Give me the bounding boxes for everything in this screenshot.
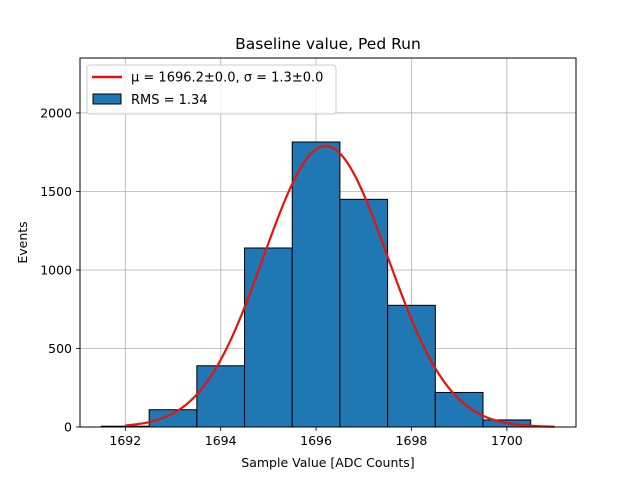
histogram-bar (244, 247, 293, 428)
legend-histogram-swatch (92, 93, 122, 105)
histogram-bar (196, 365, 246, 428)
x-tick-label: 1698 (396, 433, 428, 448)
legend-fit-label: μ = 1696.2±0.0, σ = 1.3±0.0 (131, 71, 323, 86)
x-tick-label: 1696 (300, 433, 332, 448)
y-tick-label: 500 (48, 341, 72, 356)
x-tick-label: 1692 (109, 433, 141, 448)
legend: μ = 1696.2±0.0, σ = 1.3±0.0 RMS = 1.34 (86, 64, 337, 115)
y-tick-label: 1500 (40, 184, 72, 199)
histogram-bar (339, 198, 389, 428)
y-tick-label: 1000 (40, 262, 72, 277)
histogram-bar (387, 304, 436, 428)
legend-box (86, 64, 337, 115)
x-axis-ticks: 1692 1694 1696 1698 1700 (109, 427, 523, 448)
y-tick-label: 0 (64, 420, 72, 435)
histogram-bar (434, 391, 484, 428)
plot-frame (79, 57, 577, 428)
fit-curve (125, 144, 555, 428)
x-tick-label: 1694 (205, 433, 237, 448)
y-tick-label: 2000 (40, 105, 72, 120)
y-axis-ticks: 0 500 1000 1500 2000 (40, 105, 80, 435)
chart-title: Baseline value, Ped Run (235, 35, 421, 53)
y-axis-label: Events (15, 221, 30, 263)
x-tick-label: 1700 (491, 433, 523, 448)
gaussian-fit (125, 144, 555, 428)
x-axis-label: Sample Value [ADC Counts] (241, 455, 414, 470)
histogram-bar (291, 141, 341, 428)
histogram-bars (100, 141, 532, 428)
legend-histogram-label: RMS = 1.34 (131, 93, 208, 108)
